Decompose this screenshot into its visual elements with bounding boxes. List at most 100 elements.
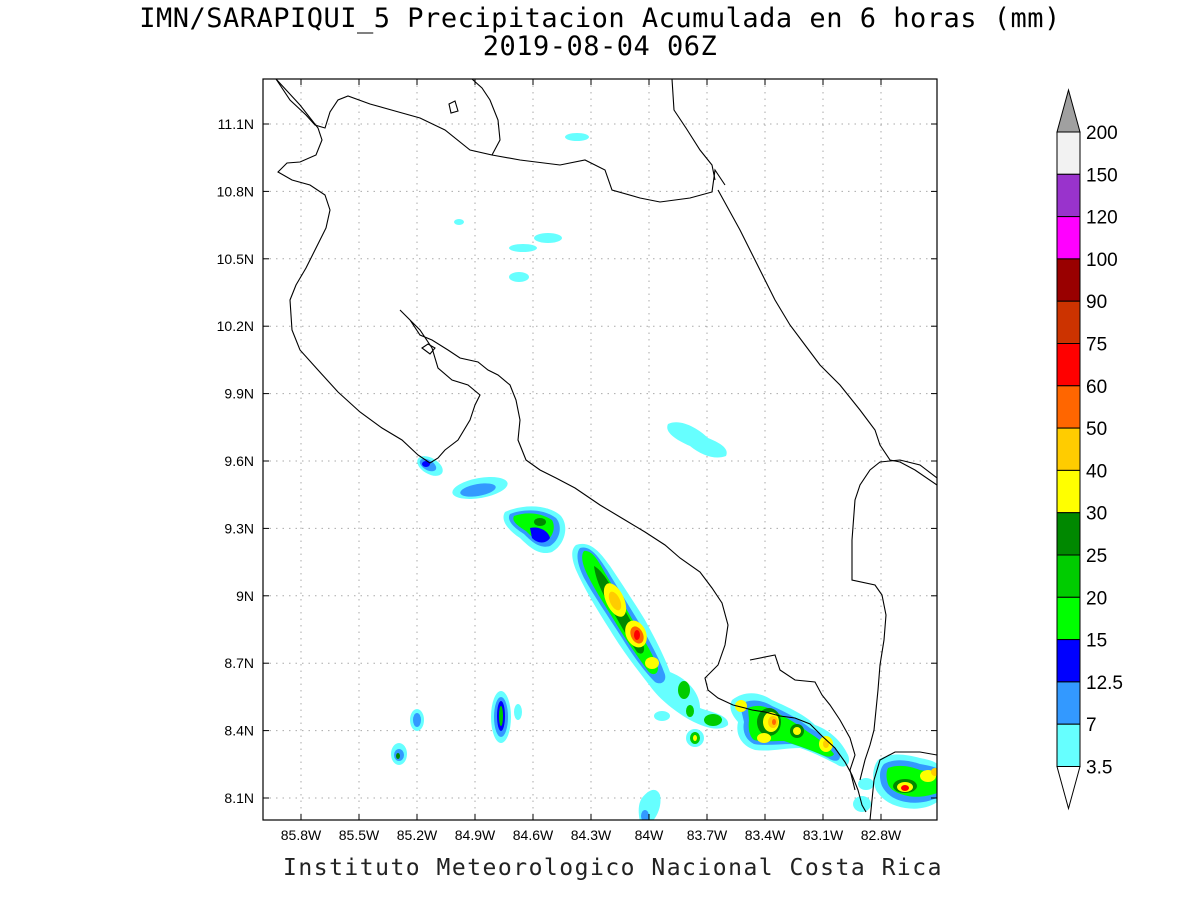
lon-tick-label: 84.9W [455, 827, 496, 843]
precip-cell [634, 630, 640, 640]
border-line [851, 459, 937, 781]
colorbar-label: 120 [1086, 208, 1118, 229]
precip-cell [901, 785, 909, 791]
colorbar-label: 30 [1086, 504, 1107, 525]
latitude-axis: 11.1N 10.8N 10.5N 10.2N 9.9N 9.6N 9.3N 9N 8.7N 8.… [217, 116, 937, 806]
precip-cell [823, 740, 829, 748]
map-title: IMN/SARAPIQUI_5 Precipitacion Acumulada … [139, 3, 1061, 34]
precip-cell [565, 133, 589, 141]
precip-cell [509, 272, 529, 282]
lon-tick-label: 83.4W [745, 827, 786, 843]
precip-cell [704, 714, 722, 726]
colorbar-swatch [1056, 258, 1081, 302]
coastline-borders [275, 79, 937, 820]
colorbar-label: 40 [1086, 461, 1107, 482]
map-frame [262, 78, 938, 821]
lat-tick-label: 10.2N [217, 318, 254, 334]
precip-cell [931, 768, 937, 776]
precip-cell [654, 711, 670, 721]
colorbar-label: 25 [1086, 546, 1107, 567]
precip-cell [667, 422, 727, 458]
lat-tick-label: 8.1N [224, 790, 254, 806]
lat-tick-label: 8.4N [224, 723, 254, 739]
precip-cell [460, 483, 496, 497]
coastline [869, 751, 937, 820]
coastline [717, 189, 937, 486]
colorbar-swatch [1056, 385, 1081, 429]
lon-tick-label: 83.1W [803, 827, 844, 843]
colorbar-label: 3.5 [1086, 758, 1112, 779]
precip-cell [514, 704, 522, 720]
lon-tick-label: 85.2W [397, 827, 438, 843]
precipitation-field [391, 133, 937, 820]
lat-tick-label: 9.9N [224, 386, 254, 402]
precip-cell [534, 233, 562, 243]
island-outline [448, 100, 459, 114]
colorbar-swatch [1056, 427, 1081, 471]
precip-cell [858, 778, 874, 790]
precip-cell [422, 461, 430, 467]
colorbar-swatch [1056, 300, 1081, 345]
precip-cell [608, 591, 622, 611]
lon-tick-label: 85.8W [281, 827, 322, 843]
colorbar-swatch [1056, 216, 1081, 260]
precip-cell [757, 733, 771, 743]
colorbar-swatch [1056, 173, 1081, 218]
precip-cell [499, 706, 503, 726]
colorbar-swatch [1056, 469, 1081, 514]
precip-cell [686, 705, 694, 717]
precip-cell [413, 713, 421, 727]
precip-cell [772, 719, 776, 725]
lat-tick-label: 10.8N [217, 183, 254, 199]
lat-tick-label: 10.5N [217, 251, 254, 267]
colorbar-label: 75 [1086, 335, 1107, 356]
lat-tick-label: 11.1N [218, 116, 254, 132]
colorbar-swatch [1056, 343, 1081, 387]
precip-cell [645, 657, 659, 669]
colorbar-label: 100 [1086, 250, 1118, 271]
lat-tick-label: 9.3N [224, 520, 254, 536]
map-background [263, 79, 937, 820]
precip-cell [641, 810, 649, 820]
lon-tick-label: 84.3W [571, 827, 612, 843]
coastline [751, 709, 867, 813]
colorbar-label: 90 [1086, 292, 1107, 313]
precip-cell [530, 527, 550, 543]
colorbar-swatch [1056, 723, 1081, 768]
lon-tick-label: 85.5W [339, 827, 380, 843]
precip-cell [534, 518, 546, 526]
precip-cell [678, 681, 690, 699]
colorbar-swatch [1056, 681, 1081, 725]
lat-tick-label: 9.6N [224, 453, 254, 469]
map-valid-time: 2019-08-04 06Z [482, 31, 718, 62]
colorbar-label: 60 [1086, 377, 1107, 398]
colorbar-over-triangle [1056, 88, 1081, 133]
precip-cell [454, 219, 464, 225]
colorbar-label: 7 [1086, 715, 1097, 736]
colorbar-swatch [1056, 639, 1081, 683]
colorbar-swatch [1056, 131, 1081, 175]
colorbar: 3.5 7 12.5 15 20 25 30 40 50 60 75 90 100 120 150 200 [1056, 88, 1123, 811]
lon-tick-label: 82.8W [861, 827, 902, 843]
border-line [491, 154, 726, 203]
coastline [749, 654, 856, 791]
colorbar-label: 20 [1086, 588, 1107, 609]
colorbar-label: 150 [1086, 165, 1118, 186]
colorbar-swatch [1056, 596, 1081, 641]
colorbar-label: 200 [1086, 123, 1118, 144]
precip-cell [735, 700, 747, 712]
lat-tick-label: 9N [236, 588, 254, 604]
lon-tick-label: 83.7W [687, 827, 728, 843]
colorbar-label: 12.5 [1086, 673, 1123, 694]
precip-cell [396, 753, 400, 759]
coastline [275, 79, 753, 711]
lon-tick-label: 84.6W [513, 827, 554, 843]
coastline [671, 79, 716, 181]
colorbar-under-triangle [1056, 766, 1081, 811]
colorbar-swatch [1056, 554, 1081, 598]
colorbar-label: 15 [1086, 631, 1107, 652]
precip-cell [693, 735, 697, 741]
colorbar-label: 50 [1086, 419, 1107, 440]
precip-cell [793, 727, 801, 735]
